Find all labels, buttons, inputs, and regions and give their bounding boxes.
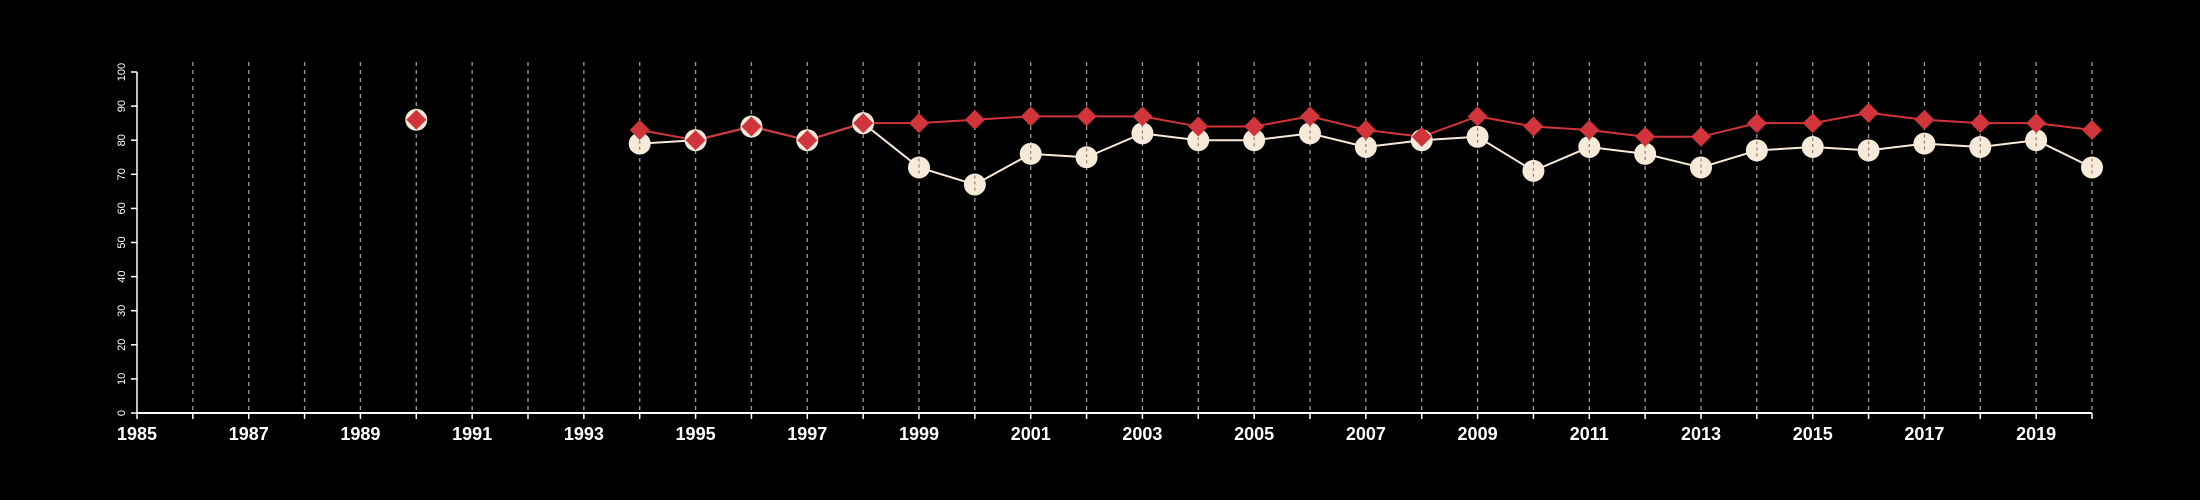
- data-point-diamond: [1914, 109, 1935, 130]
- data-point-diamond: [685, 130, 706, 151]
- data-point-diamond: [629, 119, 650, 140]
- data-point-diamond: [1188, 116, 1209, 137]
- data-point-diamond: [1300, 106, 1320, 127]
- y-tick-label: 50: [116, 236, 128, 248]
- data-point-diamond: [1635, 126, 1656, 147]
- x-tick-label: 2017: [1904, 424, 1944, 444]
- y-tick-label: 0: [116, 410, 128, 416]
- x-tick-label: 2007: [1346, 424, 1386, 444]
- data-point-diamond: [1858, 102, 1879, 123]
- x-tick-label: 2019: [2016, 424, 2056, 444]
- x-tick-label: 1993: [564, 424, 604, 444]
- data-point-diamond: [853, 113, 874, 134]
- y-tick-label: 10: [116, 373, 128, 385]
- x-tick-label: 2005: [1234, 424, 1274, 444]
- series-layer: [405, 102, 2103, 196]
- y-tick-label: 80: [116, 134, 128, 146]
- data-point-diamond: [1523, 116, 1544, 137]
- data-point-diamond: [1746, 113, 1767, 134]
- x-tick-label: 2013: [1681, 424, 1721, 444]
- data-point-diamond: [1244, 116, 1265, 137]
- y-tick-label: 20: [116, 339, 128, 351]
- data-point-diamond: [909, 113, 929, 134]
- data-point-diamond: [964, 109, 985, 130]
- x-tick-label: 1991: [452, 424, 492, 444]
- data-point-diamond: [2082, 119, 2102, 140]
- data-point-diamond: [1355, 119, 1376, 140]
- data-point-diamond: [1076, 106, 1097, 127]
- data-point-diamond: [406, 109, 427, 130]
- x-tick-label: 2003: [1122, 424, 1162, 444]
- data-point-diamond: [1579, 119, 1600, 140]
- x-tick-label: 1997: [787, 424, 827, 444]
- x-tick-label: 2011: [1570, 424, 1609, 444]
- data-point-diamond: [1802, 113, 1823, 134]
- x-tick-label: 1995: [676, 424, 716, 444]
- data-point-diamond: [797, 130, 818, 151]
- data-point-diamond: [1132, 106, 1153, 127]
- x-tick-label: 2009: [1458, 424, 1498, 444]
- data-point-diamond: [1691, 126, 1711, 147]
- y-tick-label: 100: [116, 63, 128, 81]
- data-point-diamond: [1467, 106, 1488, 127]
- x-tick-label: 2001: [1011, 424, 1051, 444]
- x-tick-label: 1989: [340, 424, 380, 444]
- axes: 0 10 20 30 40 50 60 70 80 90 100 1985 1987 1989 1991 19…: [116, 63, 2093, 444]
- data-point-diamond: [1020, 106, 1041, 127]
- data-point-diamond: [1411, 126, 1432, 147]
- y-tick-label: 70: [116, 168, 128, 180]
- x-tick-label: 1999: [899, 424, 939, 444]
- y-tick-label: 90: [116, 100, 128, 112]
- data-point-diamond: [2026, 113, 2047, 134]
- data-point-diamond: [1970, 113, 1991, 134]
- y-tick-label: 30: [116, 305, 128, 317]
- x-tick-label: 2015: [1793, 424, 1833, 444]
- x-tick-label: 1985: [117, 424, 157, 444]
- data-point-diamond: [741, 116, 762, 137]
- y-tick-label: 60: [116, 202, 128, 214]
- y-tick-label: 40: [116, 270, 128, 282]
- x-tick-label: 1987: [229, 424, 269, 444]
